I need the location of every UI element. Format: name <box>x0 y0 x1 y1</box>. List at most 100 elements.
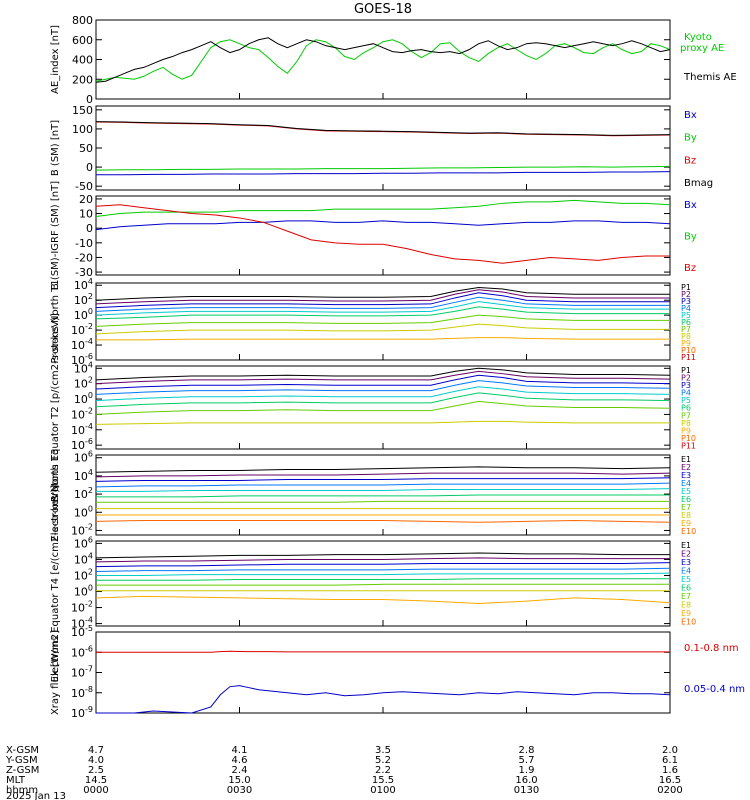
panel-frame <box>95 105 671 191</box>
legend-p9: P9 <box>681 339 691 348</box>
legend-p10: P10 <box>681 346 696 355</box>
series-p4 <box>95 296 670 312</box>
series-p8 <box>95 420 670 425</box>
legend-p4: P4 <box>681 389 691 398</box>
x-axis-tick-value: 2.4 <box>232 765 248 776</box>
series-bx <box>96 171 671 176</box>
y-tick-label: 10-6 <box>71 644 93 659</box>
series-e5 <box>96 488 671 492</box>
legend-e7: E7 <box>681 503 691 512</box>
x-axis-tick-value: 14.5 <box>85 775 107 786</box>
legend-p3: P3 <box>681 297 691 306</box>
y-axis-label: Protons Equator T2 [p/(cm2-s-sr-keV)] <box>50 313 61 502</box>
y-tick-label: -50 <box>75 180 93 193</box>
series-p5 <box>95 386 671 402</box>
x-axis-tick-value: 2.5 <box>88 765 104 776</box>
x-axis-tick-value: 4.6 <box>232 755 248 766</box>
legend-bz: Bz <box>684 155 696 166</box>
y-tick-label: 10-4 <box>71 337 93 352</box>
y-axis-label: AE_index [nT] <box>50 25 61 94</box>
plot-title: GOES-18 <box>354 2 412 17</box>
y-tick-label: 20 <box>79 193 93 206</box>
y-axis-label: Electrons Equator T4 [e/(cm2-s-sr-keV)] <box>50 485 61 682</box>
series-p6 <box>95 392 671 408</box>
series-0-05-0-4-nm <box>96 685 671 714</box>
legend-p7: P7 <box>681 325 691 334</box>
x-axis-row-label: MLT <box>6 775 26 786</box>
y-tick-label: -10 <box>75 237 93 250</box>
x-axis-tick-value: 15.0 <box>228 775 250 786</box>
series-by <box>95 165 671 171</box>
x-axis-row-label: X-GSM <box>6 745 39 756</box>
legend-p7: P7 <box>681 411 691 420</box>
y-tick-label: 10-4 <box>71 422 93 437</box>
legend-e6: E6 <box>681 584 691 593</box>
y-tick-label: 100 <box>74 391 93 406</box>
series-e6 <box>96 578 670 581</box>
series-e4 <box>95 567 671 572</box>
legend-e6: E6 <box>681 495 691 504</box>
x-axis-tick-value: 15.5 <box>372 775 394 786</box>
legend-p1: P1 <box>681 283 691 292</box>
y-tick-label: 104 <box>74 360 93 375</box>
legend-themis: Themis AE <box>683 72 737 83</box>
legend-kyoto-line1: Kyoto <box>684 32 712 43</box>
legend-e1: E1 <box>681 455 691 464</box>
x-axis-tick-value: 1.6 <box>662 765 678 776</box>
legend-bmag: Bmag <box>684 178 713 189</box>
panel-xray: 10-5 10-6 10-7 10-8 10-9 Xray flux [W/m2] 0.1-… <box>50 624 745 720</box>
y-tick-label: 104 <box>74 551 93 566</box>
legend-e10: E10 <box>681 618 696 627</box>
y-tick-label: 102 <box>74 292 93 307</box>
legend-e3: E3 <box>681 558 691 567</box>
legend-e4: E4 <box>681 479 691 488</box>
y-tick-label: 10-2 <box>71 600 93 615</box>
legend-0-05-0-4-nm: 0.05-0.4 nm <box>684 684 745 695</box>
legend-kyoto-line2: proxy AE <box>680 43 724 54</box>
y-tick-label: 102 <box>74 486 93 501</box>
series-bmag <box>95 121 671 136</box>
y-tick-label: 10-8 <box>71 685 93 700</box>
y-tick-label: 400 <box>72 54 93 67</box>
series-p1 <box>95 286 670 301</box>
legend-bz: Bz <box>684 263 696 274</box>
y-axis-label: B (SM) [nT] <box>50 120 61 176</box>
y-tick-label: 50 <box>79 142 93 155</box>
x-axis-tick-value: 6.1 <box>662 755 678 766</box>
x-axis-tick-value: 2.2 <box>375 765 391 776</box>
series-by <box>95 199 671 217</box>
x-axis-row-label: Y-GSM <box>5 755 38 766</box>
legend-p3: P3 <box>681 381 691 390</box>
legend-by: By <box>684 133 697 144</box>
y-tick-label: 10-7 <box>71 665 93 680</box>
x-axis-tick-value: 16.5 <box>659 775 681 786</box>
legend-p8: P8 <box>681 332 691 341</box>
legend-e10: E10 <box>681 527 696 536</box>
x-axis-tick-value: 16.0 <box>515 775 537 786</box>
legend-p10: P10 <box>681 434 696 443</box>
series-p7 <box>95 400 671 415</box>
y-tick-label: 600 <box>72 34 93 47</box>
x-axis-tick-value: 0100 <box>370 785 395 796</box>
y-tick-label: -20 <box>75 251 93 264</box>
x-axis-tick-value: 5.2 <box>375 755 391 766</box>
legend-bx: Bx <box>684 200 697 211</box>
legend-p5: P5 <box>681 396 691 405</box>
legend-p11: P11 <box>681 441 696 450</box>
series-e1 <box>95 466 671 473</box>
x-axis-tick-value: 1.9 <box>519 765 535 776</box>
legend-p11: P11 <box>681 353 696 362</box>
series-e7 <box>96 583 670 586</box>
x-axis-tick-value: 0000 <box>83 785 108 796</box>
legend-bx: Bx <box>684 110 697 121</box>
series-e3 <box>95 477 671 482</box>
series-e3 <box>95 562 671 568</box>
legend-e3: E3 <box>681 471 691 480</box>
y-axis-label: Protons North T1 <box>50 279 61 363</box>
legend-by: By <box>684 232 697 243</box>
legend-p2: P2 <box>681 290 691 299</box>
legend-p6: P6 <box>681 318 691 327</box>
y-tick-label: 102 <box>74 567 93 582</box>
